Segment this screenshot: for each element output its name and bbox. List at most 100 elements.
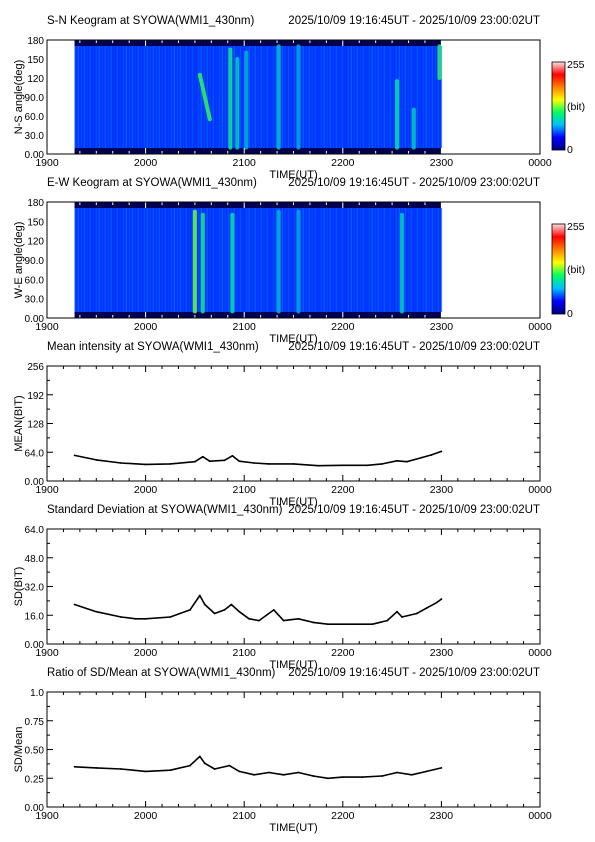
keogram-streak [356,46,359,148]
x-tick-label: 2300 [430,157,454,169]
panel-title: E-W Keogram at SYOWA(WMI1_430nm) [47,177,257,189]
panel-time-range: 2025/10/09 19:16:45UT - 2025/10/09 23:00… [288,177,540,189]
keogram-streak [293,208,296,312]
x-tick-label: 2100 [233,647,257,659]
keogram-streak [284,46,287,148]
series-line [74,755,442,780]
keogram-streak [380,208,383,312]
keogram-streak [140,46,143,148]
data-point [317,464,320,467]
y-axis-label: SD(BIT) [13,567,25,607]
data-point [272,608,275,611]
keogram-streak [275,208,278,312]
keogram-streak [320,46,323,148]
data-point [356,623,359,626]
keogram-streak [122,46,125,148]
data-point [327,623,329,626]
data-point [253,462,255,464]
keogram-streak [314,46,317,148]
x-tick-label: 1900 [35,157,59,169]
keogram-bottom-band [74,148,442,154]
data-point [361,776,364,778]
keogram-streak [374,46,377,148]
keogram-streak [425,46,428,148]
keogram-streak [317,208,320,312]
x-tick-label: 0000 [528,484,552,496]
keogram-streak [161,46,164,148]
y-axis-label: N-S angle(deg) [13,60,25,135]
keogram-streak [137,208,140,312]
keogram-streak [269,208,272,312]
data-point [230,603,233,606]
y-tick-label: 64.0 [25,525,45,536]
keogram-streak [392,208,395,312]
keogram-streak [119,46,122,148]
keogram-streak [179,208,182,312]
y-tick-label: 120 [27,237,44,248]
keogram-streak [338,208,341,312]
y-axis-label: MEAN(BIT) [13,395,25,451]
keogram-streak [116,46,119,148]
data-point [405,460,408,463]
keogram-streak [134,46,137,148]
keogram-streak [119,208,122,312]
keogram-streak [188,208,191,312]
keogram-streak [347,208,350,312]
colorbar-max-label: 255 [567,221,585,233]
x-tick-label: 2100 [233,321,257,333]
keogram-streak [122,208,125,312]
data-point [95,610,98,613]
keogram-streak [389,46,392,148]
keogram-streak [344,46,347,148]
colorbar-max-label: 255 [567,59,585,71]
keogram-streak [305,208,308,312]
x-tick-label: 2100 [233,810,257,822]
x-tick-label: 1900 [35,647,59,659]
keogram-streak [326,46,329,148]
x-axis-label: TIME(UT) [269,659,317,671]
keogram-streak [221,208,224,312]
keogram-streak [362,208,365,312]
keogram-streak [257,208,260,312]
keogram-streak [377,208,380,312]
keogram-streak [341,46,344,148]
plot-frame [46,528,541,645]
y-tick-label: 0.50 [25,746,45,757]
keogram-streak [356,208,359,312]
data-point [435,601,438,604]
keogram-streak [353,46,356,148]
keogram-streak [137,46,140,148]
keogram-streak [434,46,437,148]
keogram-streak [98,208,101,312]
keogram-streak [191,46,194,148]
y-tick-label: 90.0 [25,256,45,267]
x-tick-label: 0000 [528,321,552,333]
keogram-streak [275,46,278,148]
keogram-streak [212,46,215,148]
keogram-streak [176,46,179,148]
keogram-streak [362,46,365,148]
plot-frame [46,201,541,319]
y-tick-label: 256 [27,362,44,373]
keogram-streak [206,208,209,312]
data-point [223,608,226,611]
keogram-streak [320,208,323,312]
data-point [267,771,270,774]
keogram-streak [182,208,185,312]
keogram-streak [131,208,134,312]
keogram-streak [326,208,329,312]
keogram-streak [110,46,113,148]
colorbar-scale [551,223,566,315]
y-tick-label: 32.0 [25,583,45,594]
y-tick-label: 128 [27,420,44,431]
data-point [440,598,443,600]
x-tick-label: 0000 [528,647,552,659]
keogram-streak [131,46,134,148]
keogram-streak [302,46,305,148]
keogram-streak [167,46,170,148]
keogram-streak [116,208,119,312]
keogram-streak [110,208,113,312]
keogram-streak [113,46,116,148]
keogram-streak [245,208,248,312]
y-tick-label: 30.0 [25,131,45,142]
